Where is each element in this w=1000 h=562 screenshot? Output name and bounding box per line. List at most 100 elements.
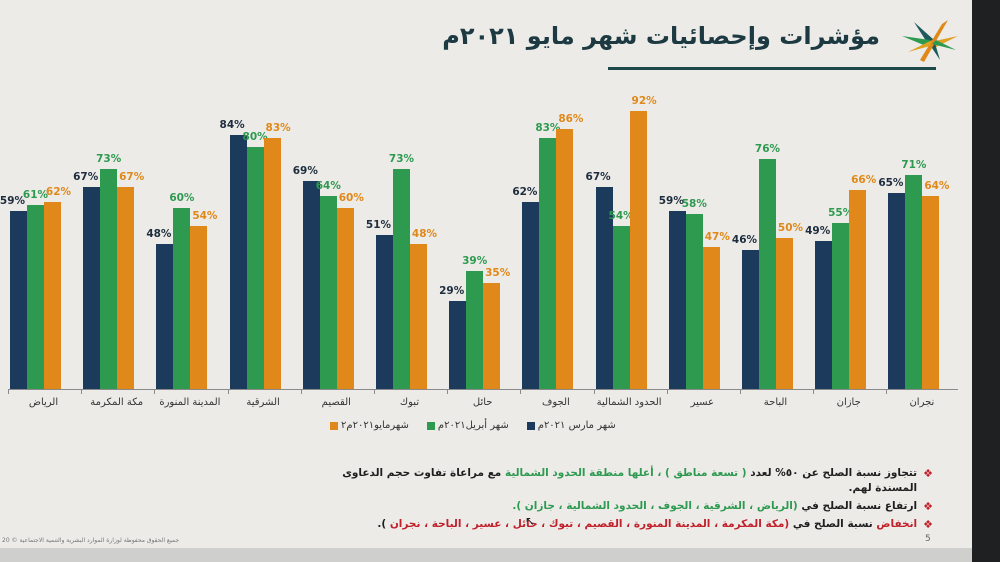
data-label: 69%	[292, 164, 318, 177]
bar-0-2	[44, 201, 61, 389]
bar-11-1	[832, 222, 850, 389]
data-label: 67%	[585, 170, 611, 183]
bar-8-2	[629, 111, 647, 389]
bar-12-0	[888, 192, 906, 389]
bar-chart: 59% 61% 62% الرياض 67% 73% 67% مكة المكرمة 48% 60…	[0, 95, 958, 408]
data-label: 60%	[338, 191, 364, 204]
data-label: 67%	[119, 170, 145, 183]
data-label: 83%	[265, 122, 291, 135]
axis-tick	[447, 389, 449, 394]
data-label: 61%	[22, 188, 49, 201]
bar-8-0	[595, 186, 613, 389]
data-label: 54%	[192, 209, 218, 222]
bar-4-2	[336, 207, 354, 389]
data-label: 39%	[462, 255, 488, 268]
data-label: 67%	[73, 170, 99, 183]
bar-7-2	[556, 129, 574, 389]
bar-1-0	[83, 186, 101, 389]
axis-tick	[300, 389, 302, 394]
axis-tick	[154, 389, 156, 394]
bar-12-1	[905, 174, 923, 389]
axis-tick	[374, 389, 375, 394]
bar-1-2	[117, 186, 135, 389]
note-text: ارتفاع نسبة الصلح في (الرياض ، الشرقية ،…	[512, 500, 918, 512]
axis-tick	[81, 389, 83, 394]
data-label: 71%	[901, 158, 927, 171]
bar-6-1	[466, 271, 484, 389]
data-label: 54%	[608, 209, 634, 222]
bar-1-1	[100, 168, 118, 389]
data-label: 65%	[878, 176, 904, 189]
data-label: 64%	[924, 179, 950, 192]
bar-3-1	[246, 147, 264, 389]
bar-5-0	[376, 234, 393, 389]
data-label: 55%	[828, 206, 854, 219]
data-label: 47%	[704, 231, 730, 244]
notes-list: ❖ تتجاوز نسبة الصلح عن ٥٠% لعدد ( تسعة من…	[333, 466, 933, 535]
legend-item: شهر مارس ٢٠٢١م	[526, 420, 616, 431]
ministry-logo-icon	[902, 20, 958, 62]
axis-tick	[227, 389, 229, 394]
category-label: عسير	[690, 397, 715, 408]
note-item: ❖ انخفاض نسبة الصلح في (مكة المكرمة ، الم…	[333, 517, 933, 532]
data-label: 35%	[485, 267, 511, 280]
category-label: القصيم	[321, 397, 351, 408]
axis-tick	[8, 389, 9, 394]
data-label: 66%	[851, 173, 877, 186]
slide-title: مؤشرات وإحصائيات شهر مايو ٢٠٢١م	[442, 22, 880, 50]
bar-8-1	[612, 225, 630, 389]
bar-9-1	[685, 213, 703, 389]
category-label: تبوك	[399, 397, 420, 408]
data-label: 73%	[388, 152, 415, 165]
data-label: 60%	[169, 191, 195, 204]
axis-tick	[520, 389, 522, 394]
bar-7-1	[539, 138, 557, 389]
category-label: الحدود الشمالية	[596, 397, 662, 408]
data-label: 48%	[146, 228, 172, 241]
category-label: الشرقية	[246, 397, 280, 408]
legend-item: شهرمايو٢٠٢١م٢	[330, 420, 409, 431]
axis-tick	[886, 389, 888, 394]
bar-9-0	[668, 210, 686, 389]
data-label: 76%	[754, 143, 781, 156]
data-label: 62%	[512, 185, 538, 198]
legend-label: شهر أبريل٢٠٢١م	[437, 420, 509, 431]
note-item: ❖ تتجاوز نسبة الصلح عن ٥٠% لعدد ( تسعة من…	[333, 466, 933, 496]
bar-2-0	[156, 244, 174, 389]
axis-tick	[666, 389, 668, 394]
category-label: مكة المكرمة	[90, 397, 144, 408]
bar-7-0	[522, 201, 540, 389]
data-label: 29%	[439, 285, 465, 298]
data-label: 92%	[631, 95, 657, 108]
bar-5-2	[410, 244, 427, 389]
x-axis	[8, 389, 958, 390]
data-label: 73%	[96, 152, 122, 165]
chart-legend: شهرمايو٢٠٢١م٢ شهر أبريل٢٠٢١م شهر مارس ٢٠٢١…	[330, 420, 650, 431]
bullet-icon: ❖	[923, 500, 933, 513]
data-label: 49%	[805, 225, 831, 238]
axis-tick	[593, 389, 595, 394]
data-label: 59%	[0, 194, 26, 207]
bar-9-2	[702, 247, 720, 389]
bar-10-0	[742, 250, 759, 389]
bar-3-0	[229, 135, 247, 389]
data-label: 83%	[535, 122, 561, 135]
category-label: جازان	[836, 397, 861, 408]
legend-label: شهرمايو٢٠٢١م٢	[341, 420, 409, 431]
data-label: 84%	[219, 119, 245, 132]
axis-tick	[740, 389, 741, 394]
bar-10-1	[759, 159, 776, 389]
bar-11-2	[849, 189, 867, 389]
copyright-footer: جميع الحقوق محفوظة لوزارة الموارد البشري…	[2, 537, 180, 544]
bar-11-0	[815, 241, 833, 389]
bar-10-2	[776, 238, 793, 389]
bar-0-1	[27, 204, 44, 389]
data-label: 51%	[365, 218, 392, 231]
category-label: الباحة	[763, 397, 788, 408]
bar-4-1	[319, 195, 337, 389]
category-label: المدينة المنورة	[159, 397, 221, 408]
category-label: الرياض	[28, 397, 59, 408]
bar-6-0	[449, 301, 467, 389]
note-text: انخفاض نسبة الصلح في (مكة المكرمة ، المد…	[377, 518, 918, 530]
data-label: 50%	[777, 222, 804, 234]
